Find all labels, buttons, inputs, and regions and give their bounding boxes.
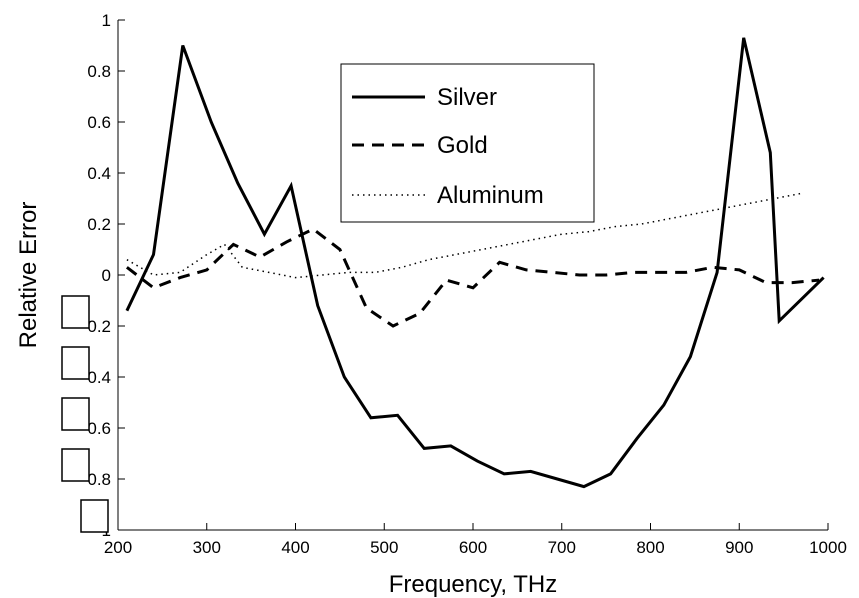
series-layer [125,37,825,489]
y-tick-label: 0.2 [87,215,111,234]
minus-glyph-box [61,397,90,431]
series-line-aluminum [126,192,802,279]
x-tick-label: 500 [370,538,398,557]
y-tick-label: 0.6 [87,113,111,132]
x-tick-label: 1000 [809,538,847,557]
y-tick-label: 0.8 [87,470,111,489]
x-tick-label: 200 [104,538,132,557]
legend-box [340,63,595,223]
x-tick-label: 400 [281,538,309,557]
x-axis-title: Frequency, THz [389,571,558,598]
minus-glyph-box [61,346,90,380]
minus-glyph-box [61,448,90,482]
y-ticks: 10.80.60.40.200.20.40.60.81 [61,11,125,540]
y-tick-label: 0.4 [87,164,111,183]
legend-label-gold: Gold [437,132,488,159]
y-tick-label: 1 [102,11,111,30]
series-line-gold [125,227,820,328]
y-tick-label: 0.2 [87,317,111,336]
y-tick-label: 0 [102,266,111,285]
minus-glyph-box [80,499,109,533]
legend-label-silver: Silver [437,84,497,111]
x-tick-label: 800 [636,538,664,557]
y-tick-label: 0.4 [87,368,111,387]
y-tick-label: 0.6 [87,419,111,438]
series-line-silver [125,37,825,489]
x-tick-label: 700 [548,538,576,557]
x-tick-label: 600 [459,538,487,557]
x-ticks: 200 300 400 500 600 700 800 900 1000 [104,523,847,557]
minus-glyph-box [61,295,90,329]
y-tick-label: 0.8 [87,62,111,81]
legend-label-aluminum: Aluminum [437,182,544,209]
x-tick-label: 300 [193,538,221,557]
y-axis-title: Relative Error [15,202,42,349]
x-tick-label: 900 [725,538,753,557]
legend: Silver Gold Aluminum [340,63,595,223]
